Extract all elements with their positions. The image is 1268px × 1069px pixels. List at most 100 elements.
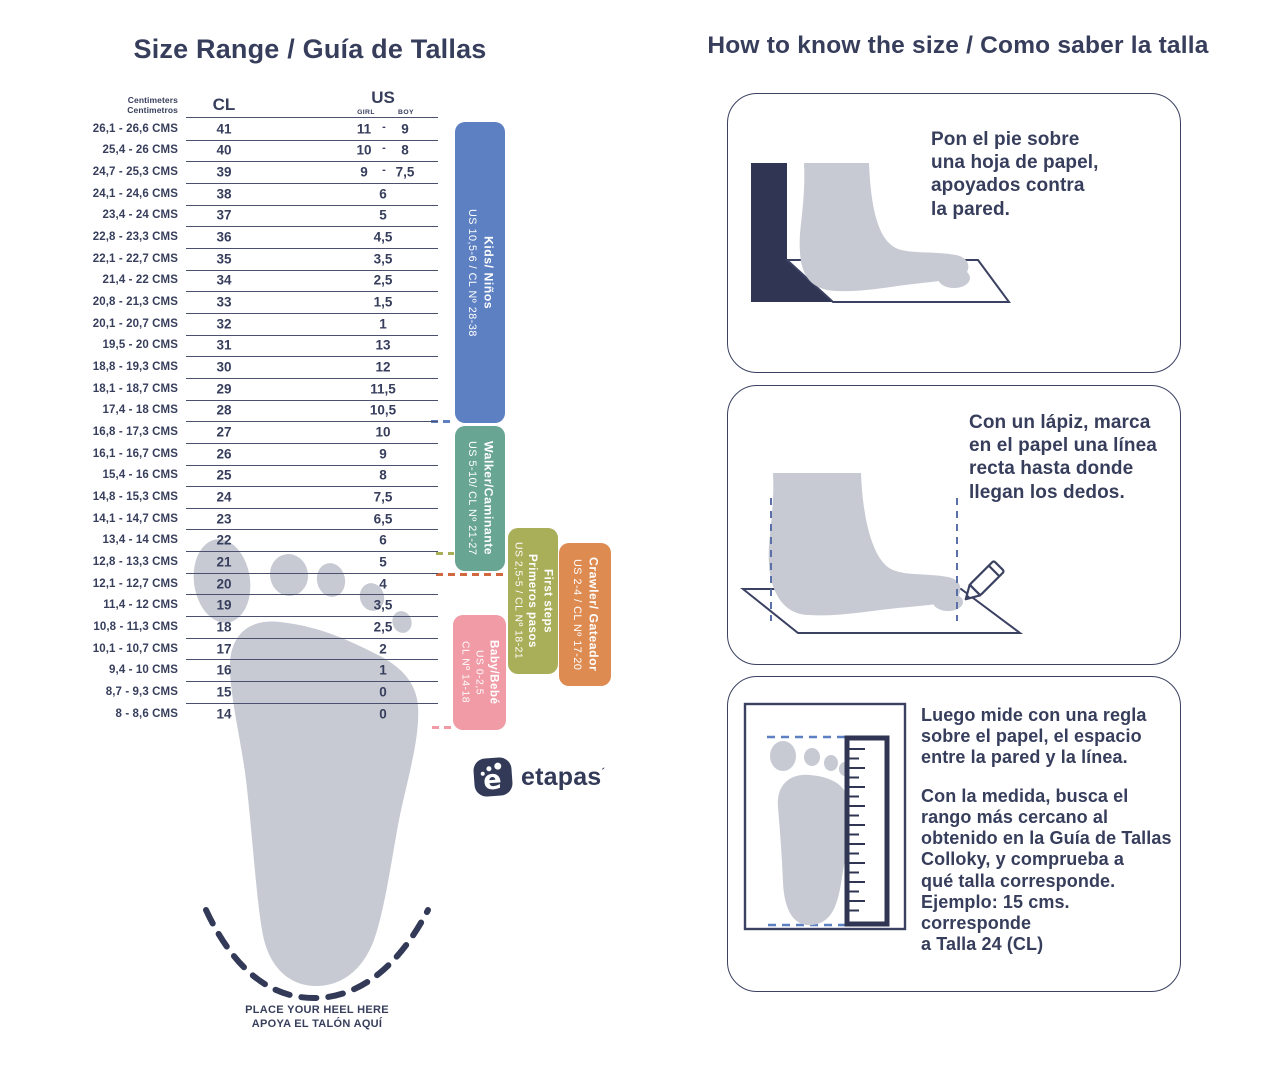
us-size: 5 [379, 554, 387, 570]
us-girl-size: 9 [360, 164, 368, 180]
cm-range: 20,1 - 20,7 CMS [92, 317, 178, 330]
row-sizes: 23 6,5 [186, 508, 438, 531]
us-size: 12 [375, 359, 391, 375]
row-sizes: 30 12 [186, 356, 438, 379]
us-header: US [371, 88, 395, 107]
row-sizes: 18 2,5 [186, 616, 438, 639]
cl-size: 26 [216, 446, 232, 462]
cl-size: 15 [216, 684, 232, 700]
cm-range: 22,8 - 23,3 CMS [92, 231, 178, 244]
cl-size: 18 [216, 619, 232, 635]
cm-range: 16,1 - 16,7 CMS [92, 447, 178, 460]
baby-boundary-dash [432, 726, 452, 729]
row-sizes: 35 3,5 [186, 248, 438, 271]
table-row: 20,1 - 20,7 CMS 32 1 [88, 313, 440, 336]
cl-size: 29 [216, 381, 232, 397]
band-baby-label: Baby/Bebé US 0-2,5 CL Nº 14-18 [459, 640, 501, 705]
cl-size: 39 [216, 164, 232, 180]
row-sizes: 41 11- 9 [186, 118, 438, 141]
us-size: 6,5 [373, 511, 393, 527]
cl-size: 16 [216, 662, 232, 678]
cl-size: 35 [216, 251, 232, 267]
us-size: 1 [379, 316, 387, 332]
row-sizes: 15 0 [186, 681, 438, 704]
table-row: 24,7 - 25,3 CMS 39 9 -7,5 [88, 161, 440, 184]
girl-header: GIRL [357, 109, 375, 116]
foot-against-wall-illustration [751, 163, 1011, 303]
us-size: 9 [379, 446, 387, 462]
row-sizes: 31 13 [186, 335, 438, 358]
cm-range: 25,4 - 26 CMS [102, 144, 178, 157]
cl-size: 31 [216, 337, 232, 353]
heel-note: PLACE YOUR HEEL HERE APOYA EL TALÓN AQUÍ [245, 1004, 389, 1030]
cl-size: 21 [216, 554, 232, 570]
cm-range: 14,1 - 14,7 CMS [92, 512, 178, 525]
us-size: 0 [379, 706, 387, 722]
cl-size: 20 [216, 576, 232, 592]
table-row: 15,4 - 16 CMS 25 8 [88, 465, 440, 488]
row-sizes: 21 5 [186, 551, 438, 574]
cl-size: 27 [216, 424, 232, 440]
us-size: 1,5 [373, 294, 393, 310]
cl-size: 23 [216, 511, 232, 527]
cm-range: 21,4 - 22 CMS [102, 274, 178, 287]
band-kids: Kids/ Niños US 10,5-6 / CL Nº 28-38 [455, 122, 505, 423]
table-row: 10,1 - 10,7 CMS 17 2 [88, 638, 440, 661]
cm-range: 24,1 - 24,6 CMS [92, 187, 178, 200]
cl-size: 40 [216, 142, 232, 158]
us-size: 11,5 [370, 381, 396, 397]
ruler-icon [844, 735, 890, 927]
us-girl-size: 11 [356, 121, 372, 137]
table-row: 18,1 - 18,7 CMS 29 11,5 [88, 378, 440, 401]
band-kids-label: Kids/ Niños US 10,5-6 / CL Nº 28-38 [465, 208, 496, 337]
us-boy-size: 9 [401, 121, 409, 137]
row-sizes: 24 7,5 [186, 486, 438, 509]
size-table-header: Centimeters Centimetros CL US GIRL BOY [88, 88, 440, 118]
us-girl-size: 10 [356, 142, 372, 158]
cl-size: 14 [216, 706, 232, 722]
cl-size: 34 [216, 272, 232, 288]
us-size: 7,5 [373, 489, 393, 505]
row-sizes: 29 11,5 [186, 378, 438, 401]
table-row: 16,8 - 17,3 CMS 27 10 [88, 421, 440, 444]
cm-range: 24,7 - 25,3 CMS [92, 166, 178, 179]
band-walker: Walker/Caminante US 5-10/ CL Nº 21-27 [455, 426, 505, 571]
row-sizes: 33 1,5 [186, 291, 438, 314]
cm-range: 17,4 - 18 CMS [102, 404, 178, 417]
cl-size: 32 [216, 316, 232, 332]
cm-range: 15,4 - 16 CMS [102, 469, 178, 482]
size-table-rows: 26,1 - 26,6 CMS 41 11-9 25,4 - 26 CMS 40 10-8… [88, 118, 440, 724]
cm-range: 23,4 - 24 CMS [102, 209, 178, 222]
us-size: 10,5 [369, 402, 397, 418]
row-sizes: 27 10 [186, 421, 438, 444]
step-card-3: Luego mide con una regla sobre el papel,… [727, 676, 1181, 992]
cl-size: 19 [216, 597, 232, 613]
cm-range: 18,1 - 18,7 CMS [92, 382, 178, 395]
girl-boy-separator: - [382, 120, 386, 133]
band-walker-label: Walker/Caminante US 5-10/ CL Nº 21-27 [465, 441, 496, 556]
cm-range: 10,8 - 11,3 CMS [93, 620, 178, 633]
trademark-mark: ´ [601, 766, 606, 779]
us-size: 1 [379, 662, 387, 678]
table-row: 14,8 - 15,3 CMS 24 7,5 [88, 486, 440, 509]
cl-size: 17 [216, 641, 232, 657]
cm-range: 16,8 - 17,3 CMS [92, 426, 178, 439]
row-sizes: 25 8 [186, 465, 438, 488]
us-size: 6 [379, 186, 387, 202]
us-size: 3,5 [373, 597, 393, 613]
us-boy-size: 8 [401, 142, 409, 158]
band-first-steps: First steps Primeros pasos US 2,5-5 / CL… [508, 528, 558, 674]
cm-range: 9,4 - 10 CMS [109, 664, 178, 677]
cl-size: 33 [216, 294, 232, 310]
table-row: 18,8 - 19,3 CMS 30 12 [88, 356, 440, 379]
us-size: 0 [379, 684, 387, 700]
table-row: 11,4 - 12 CMS 19 3,5 [88, 594, 440, 618]
size-range-title: Size Range / Guía de Tallas [133, 34, 487, 64]
table-row: 14,1 - 14,7 CMS 23 6,5 [88, 508, 440, 531]
step-card-2: Con un lápiz, marca en el papel una líne… [727, 385, 1181, 665]
cm-range: 8 - 8,6 CMS [115, 707, 178, 720]
first-steps-boundary-dash [436, 552, 454, 555]
cm-range: 11,4 - 12 CMS [103, 599, 178, 612]
cl-size: 22 [216, 532, 232, 548]
